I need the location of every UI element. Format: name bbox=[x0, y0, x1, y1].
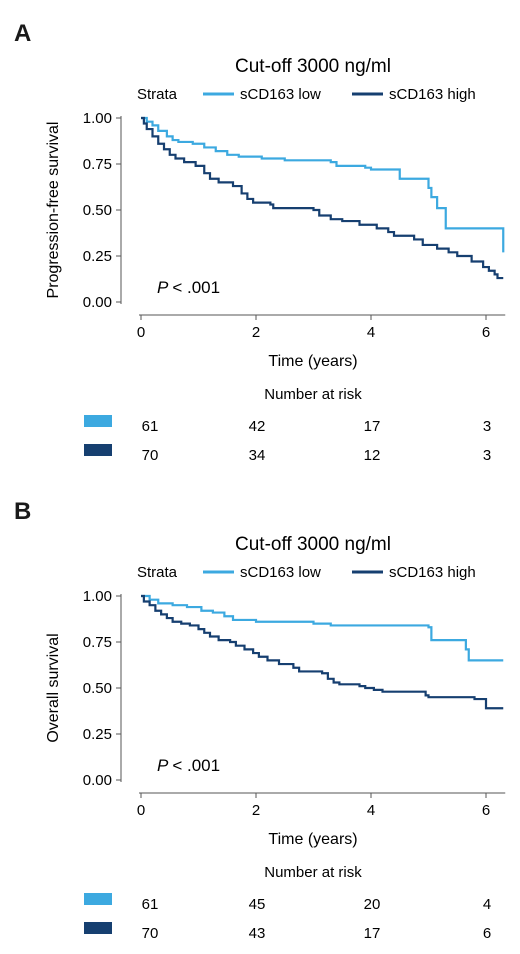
p-value-text: < .001 bbox=[172, 278, 220, 297]
p-value: P < .001 bbox=[157, 278, 220, 297]
risk-row-swatch bbox=[84, 444, 112, 456]
risk-value: 3 bbox=[483, 447, 491, 464]
y-tick-label: 0.75 bbox=[83, 156, 112, 173]
risk-value: 70 bbox=[142, 447, 159, 464]
panel-letter: A bbox=[14, 20, 32, 47]
y-axis-label: Progression-free survival bbox=[45, 122, 62, 299]
x-axis-label: Time (years) bbox=[268, 831, 357, 848]
y-tick-label: 0.25 bbox=[83, 248, 112, 265]
x-axis-label: Time (years) bbox=[268, 353, 357, 370]
risk-table-title: Number at risk bbox=[264, 386, 362, 403]
legend-label: sCD163 high bbox=[389, 86, 476, 103]
y-tick-label: 1.00 bbox=[83, 110, 112, 127]
x-tick-label: 4 bbox=[367, 802, 375, 819]
p-value-text: < .001 bbox=[172, 756, 220, 775]
panel-a: A Cut-off 3000 ng/ml Strata sCD163 low sCD1… bbox=[0, 0, 520, 476]
risk-value: 61 bbox=[142, 896, 159, 913]
chart-title: Cut-off 3000 ng/ml bbox=[235, 56, 391, 77]
legend-label: sCD163 high bbox=[389, 564, 476, 581]
x-tick-label: 0 bbox=[137, 802, 145, 819]
risk-value: 43 bbox=[249, 925, 266, 942]
x-tick-label: 4 bbox=[367, 324, 375, 341]
p-value: P < .001 bbox=[157, 756, 220, 775]
risk-table-title: Number at risk bbox=[264, 864, 362, 881]
series-line-high bbox=[141, 594, 504, 710]
risk-value: 42 bbox=[249, 418, 266, 435]
risk-value: 45 bbox=[249, 896, 266, 913]
survival-chart-a: Cut-off 3000 ng/ml Strata sCD163 low sCD163… bbox=[45, 56, 506, 464]
y-tick-label: 0.25 bbox=[83, 726, 112, 743]
risk-value: 20 bbox=[364, 896, 381, 913]
risk-row-swatch bbox=[84, 922, 112, 934]
x-tick-label: 2 bbox=[252, 802, 260, 819]
p-value-symbol: P bbox=[157, 278, 169, 297]
risk-value: 4 bbox=[483, 896, 491, 913]
legend-label: sCD163 low bbox=[240, 564, 321, 581]
y-tick-label: 1.00 bbox=[83, 588, 112, 605]
y-tick-label: 0.50 bbox=[83, 680, 112, 697]
series-line-low bbox=[141, 116, 505, 253]
legend-title: Strata bbox=[137, 564, 178, 581]
panel-b: B Cut-off 3000 ng/ml Strata sCD163 low sCD1… bbox=[0, 478, 520, 954]
risk-value: 17 bbox=[364, 925, 381, 942]
legend-title: Strata bbox=[137, 86, 178, 103]
risk-value: 70 bbox=[142, 925, 159, 942]
x-tick-label: 2 bbox=[252, 324, 260, 341]
risk-value: 12 bbox=[364, 447, 381, 464]
risk-value: 34 bbox=[249, 447, 266, 464]
legend-label: sCD163 low bbox=[240, 86, 321, 103]
risk-value: 6 bbox=[483, 925, 491, 942]
y-tick-label: 0.75 bbox=[83, 634, 112, 651]
series-line-low bbox=[141, 594, 504, 662]
y-tick-label: 0.00 bbox=[83, 294, 112, 311]
x-tick-label: 0 bbox=[137, 324, 145, 341]
risk-value: 17 bbox=[364, 418, 381, 435]
risk-row-swatch bbox=[84, 893, 112, 905]
risk-value: 3 bbox=[483, 418, 491, 435]
p-value-symbol: P bbox=[157, 756, 169, 775]
x-tick-label: 6 bbox=[482, 802, 490, 819]
y-tick-label: 0.50 bbox=[83, 202, 112, 219]
risk-value: 61 bbox=[142, 418, 159, 435]
survival-chart-b: Cut-off 3000 ng/ml Strata sCD163 low sCD163… bbox=[45, 534, 506, 942]
x-tick-label: 6 bbox=[482, 324, 490, 341]
y-tick-label: 0.00 bbox=[83, 772, 112, 789]
risk-row-swatch bbox=[84, 415, 112, 427]
panel-letter: B bbox=[14, 498, 32, 525]
chart-title: Cut-off 3000 ng/ml bbox=[235, 534, 391, 555]
y-axis-label: Overall survival bbox=[45, 633, 62, 742]
series-line-high bbox=[141, 116, 504, 280]
